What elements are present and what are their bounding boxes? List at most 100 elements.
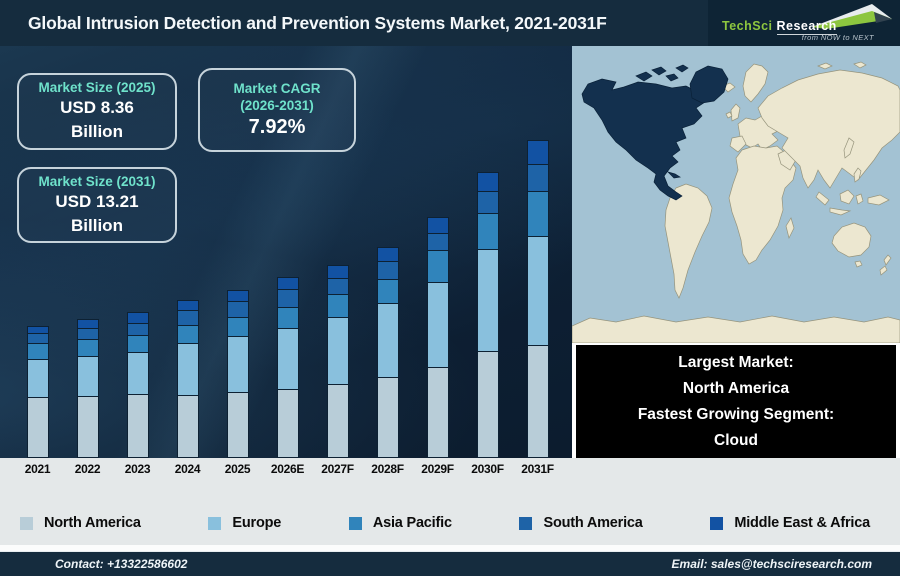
legend-swatch [710,516,724,530]
bar-2023 [126,312,149,458]
bar-segment [326,294,349,318]
stat-value: USD 13.21 [55,191,139,211]
chart-legend: North America Europe Asia Pacific South Ame… [0,515,900,531]
x-axis-label: 2022 [74,462,101,476]
logo-wordmark: TechSci Research [722,19,837,35]
bar-segment [376,247,399,262]
x-axis-label: 2031F [521,462,554,476]
legend-item: North America [20,515,141,531]
bar-2024 [176,300,199,458]
bar-segment [526,345,549,458]
legend-swatch [208,516,222,530]
legend-label: North America [44,515,141,531]
bar-segment [276,389,299,458]
x-axis-label: 2029F [421,462,454,476]
bar-segment [326,317,349,385]
bar-2029F [426,217,449,458]
legend-item: Middle East & Africa [710,515,870,531]
bar-segment [426,217,449,234]
map-north-america-highlight [581,64,729,201]
page-title: Global Intrusion Detection and Preventio… [28,12,607,33]
stat-label: Market CAGR [233,81,321,96]
legend-item: Asia Pacific [348,515,452,531]
bar-segment [226,317,249,337]
bar-segment [476,249,499,352]
x-axis-label: 2026E [270,462,305,476]
bar-segment [226,301,249,318]
bar-segment [126,352,149,395]
stat-value: Billion [71,122,123,141]
stat-value: 7.92% [248,116,306,138]
logo-techsci-text: TechSci [722,19,773,33]
legend-item: Europe [208,515,281,531]
caption-line: Fastest Growing Segment: [637,405,835,423]
x-axis-label: 2023 [124,462,151,476]
bar-segment [326,265,349,279]
bar-2025 [226,290,249,458]
bar-segment [526,140,549,165]
logo-research-text: Research [776,19,837,35]
world-map [572,46,900,343]
bar-segment [76,339,99,357]
legend-label: Middle East & Africa [734,515,870,531]
right-column: Largest Market: North America Fastest Grow… [572,46,900,458]
bar-segment [176,310,199,326]
legend-label: South America [543,515,643,531]
bar-segment [426,367,449,458]
footer-email: Email: sales@techsciresearch.com [671,557,872,571]
main-area: Market Size (2025) USD 8.36 Billion Market … [0,46,900,458]
bar-segment [476,351,499,458]
bar-2027F [326,265,349,458]
techsci-logo: TechSci Research from NOW to NEXT [708,0,900,46]
caption-line: Cloud [714,431,758,449]
bar-segment [176,325,199,344]
bar-segment [176,395,199,458]
chart-panel: Market Size (2025) USD 8.36 Billion Market … [0,46,572,458]
x-axis-label: 2030F [471,462,504,476]
logo-tagline: from NOW to NEXT [801,33,874,42]
footer: Contact: +13322586602 Email: sales@techs… [0,551,900,576]
bar-segment [226,336,249,393]
legend-swatch [519,516,533,530]
divider-band [0,545,900,551]
bar-segment [526,236,549,346]
bar-segment [326,278,349,295]
bar-segment [426,250,449,283]
map-land [572,61,900,343]
legend-label: Europe [232,515,282,531]
bar-segment [276,289,299,308]
bar-segment [376,261,399,280]
stat-value: Billion [71,215,123,235]
stat-box: Market Size (2031) USD 13.21 Billion [17,167,177,243]
legend-label: Asia Pacific [372,515,452,531]
stat-box: Market CAGR (2026-2031) 7.92% [198,68,356,152]
bar-segment [376,303,399,378]
x-axis-label: 2028F [371,462,404,476]
stat-value: USD 8.36 [60,98,134,117]
bar-2031F [526,140,549,458]
largest-market-caption: Largest Market: North America Fastest Grow… [576,345,896,458]
logo-arrow-icon [812,4,892,29]
bar-segment [26,343,49,360]
x-axis-label: 2021 [24,462,51,476]
stacked-bar-chart [0,46,572,458]
bar-segment [476,191,499,214]
bar-segment [526,191,549,237]
header: Global Intrusion Detection and Preventio… [0,0,900,46]
bar-segment [26,397,49,458]
bar-2028F [376,247,399,458]
chart-footer-strip: 2021 2022 2023 2024 2025 2026E 2027F 2028F 2029F… [0,458,900,545]
bar-segment [276,328,299,390]
bar-segment [426,282,449,368]
footer-contact: Contact: +13322586602 [55,557,188,571]
stat-label: Market Size (2031) [38,173,156,189]
stat-box: Market Size (2025) USD 8.36 Billion [17,73,177,150]
bar-2022 [76,319,99,458]
x-axis-label: 2025 [224,462,251,476]
bar-segment [376,377,399,458]
bar-segment [76,356,99,397]
bar-segment [226,392,249,458]
bar-segment [276,307,299,329]
legend-item: South America [519,515,643,531]
bar-2026E [276,277,299,458]
